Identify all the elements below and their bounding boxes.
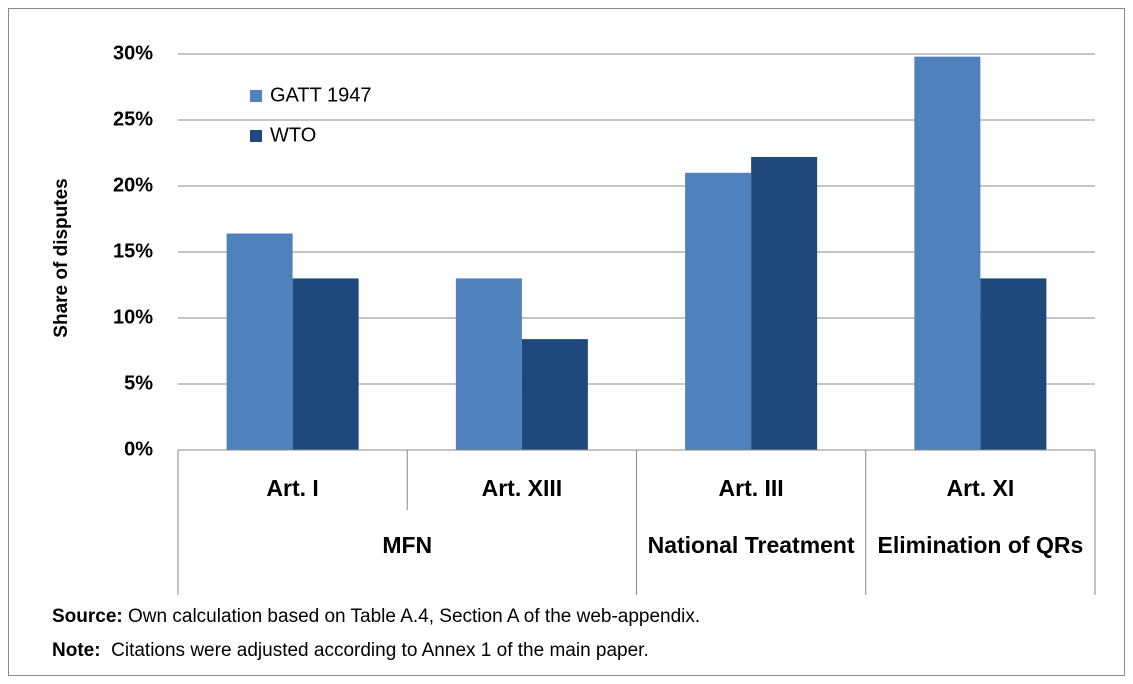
bar	[751, 156, 818, 450]
bar	[455, 278, 522, 450]
source-text: Own calculation based on Table A.4, Sect…	[128, 606, 701, 627]
y-tick-label: 5%	[124, 372, 153, 394]
note-text: Citations were adjusted according to Ann…	[111, 640, 649, 661]
legend-swatch	[250, 130, 262, 142]
legend-label: WTO	[270, 124, 316, 146]
bar	[292, 278, 359, 450]
legend-swatch	[250, 90, 262, 102]
note: Note: Citations were adjusted according …	[52, 640, 649, 662]
legend-label: GATT 1947	[270, 84, 372, 106]
bar	[226, 233, 293, 450]
x-tick-label: Art. XI	[947, 475, 1015, 501]
group-label: MFN	[382, 532, 433, 558]
source: Source: Own calculation based on Table A…	[52, 606, 700, 628]
bar	[980, 278, 1047, 450]
bar	[521, 339, 588, 450]
y-tick-label: 20%	[113, 174, 153, 196]
group-label: Elimination of QRs	[877, 532, 1084, 558]
source-label: Source:	[52, 606, 123, 627]
bar	[914, 56, 981, 450]
y-tick-label: 15%	[113, 240, 153, 262]
y-tick-label: 25%	[113, 108, 153, 130]
x-tick-label: Art. XIII	[482, 475, 563, 501]
group-label: National Treatment	[647, 532, 855, 558]
note-label: Note:	[52, 640, 101, 661]
y-tick-label: 30%	[113, 42, 153, 64]
x-tick-label: Art. III	[719, 475, 784, 501]
x-tick-label: Art. I	[266, 475, 318, 501]
y-tick-label: 10%	[113, 306, 153, 328]
y-tick-label: 0%	[124, 438, 153, 460]
y-axis-label: Share of disputes	[51, 178, 72, 337]
frame	[8, 8, 1125, 676]
bar	[685, 172, 752, 451]
